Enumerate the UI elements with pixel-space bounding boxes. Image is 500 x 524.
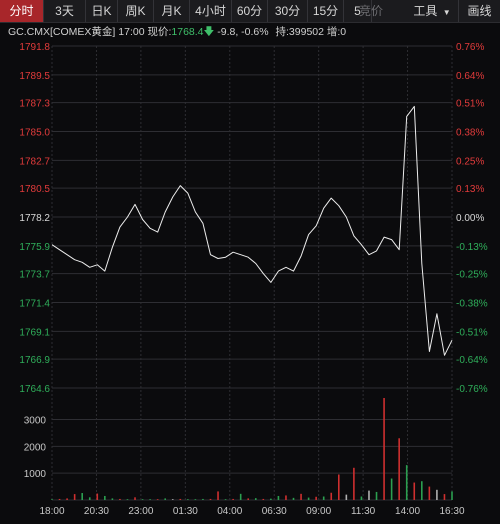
tab-15-min[interactable]: 15分 xyxy=(308,0,344,22)
price-tick-label: 1773.7 xyxy=(19,270,50,281)
price-tick-label: 1778.2 xyxy=(19,213,50,224)
symbol-name: GC.CMX[COMEX黄金] xyxy=(8,26,116,38)
tab-5-min[interactable]: 5 xyxy=(344,0,372,22)
percent-tick-label: 0.38% xyxy=(456,128,484,139)
tab-weekly-k[interactable]: 周K xyxy=(118,0,154,22)
percent-tick-label: -0.64% xyxy=(456,355,488,366)
price-tick-label: 1780.5 xyxy=(19,184,50,195)
tab-monthly-k[interactable]: 月K xyxy=(154,0,190,22)
percent-tick-label: -0.25% xyxy=(456,270,488,281)
tools-label: 工具 xyxy=(413,4,438,18)
time-tick-label: 14:00 xyxy=(395,506,420,517)
axis-labels: 1791.8 0.76% 1789.5 0.64% 1787.3 0.51% 1785.0 0… xyxy=(19,42,487,517)
percent-tick-label: -0.13% xyxy=(456,242,488,253)
tab-4-hours[interactable]: 4小时 xyxy=(190,0,232,22)
tools-button[interactable]: 工具 ▼ xyxy=(412,0,452,22)
open-interest-text: 持:399502 增:0 xyxy=(275,26,347,38)
time-tick-label: 06:30 xyxy=(262,506,287,517)
time-tick-label: 23:00 xyxy=(128,506,153,517)
price-tick-label: 1789.5 xyxy=(19,71,50,82)
percent-tick-label: 0.25% xyxy=(456,156,484,167)
time-tick-label: 16:30 xyxy=(439,506,464,517)
volume-tick-label: 2000 xyxy=(24,442,47,453)
price-line xyxy=(51,105,453,356)
time-tick-label: 09:00 xyxy=(306,506,331,517)
price-label: 现价: xyxy=(147,26,172,38)
tab-30-min[interactable]: 30分 xyxy=(268,0,308,22)
price-tick-label: 1791.8 xyxy=(19,42,50,53)
tab-intraday[interactable]: 分时 xyxy=(0,0,44,22)
price-tick-label: 1769.1 xyxy=(19,327,50,338)
price-tick-label: 1766.9 xyxy=(19,355,50,366)
tab-3-days[interactable]: 3天 xyxy=(44,0,86,22)
percent-tick-label: 0.64% xyxy=(456,71,484,82)
percent-tick-label: 0.76% xyxy=(456,42,484,53)
volume-bars xyxy=(51,398,453,500)
time-tick-label: 11:30 xyxy=(351,506,376,517)
price-line-layer xyxy=(51,105,453,356)
quote-info-bar: GC.CMX[COMEX黄金] 17:00 现价:1768.4🡇 -9.8, -… xyxy=(8,24,346,40)
tab-60-min[interactable]: 60分 xyxy=(232,0,268,22)
price-tick-label: 1782.7 xyxy=(19,156,50,167)
current-price: 1768.4 xyxy=(171,26,204,38)
percent-tick-label: 0.51% xyxy=(456,99,484,110)
percent-tick-label: -0.76% xyxy=(456,384,488,395)
percent-tick-label: -0.38% xyxy=(456,299,488,310)
price-tick-label: 1771.4 xyxy=(19,299,50,310)
volume-tick-label: 1000 xyxy=(24,469,47,480)
period-toolbar: 分时 3天 日K 周K 月K 4小时 60分 30分 15分 5 竞价 工具 ▼… xyxy=(0,0,500,23)
time-tick-label: 20:30 xyxy=(84,506,109,517)
percent-tick-label: 0.13% xyxy=(456,184,484,195)
percent-tick-label: 0.00% xyxy=(456,213,484,224)
time-tick-label: 04:00 xyxy=(217,506,242,517)
change-text: -9.8, -0.6% xyxy=(217,26,269,38)
time-tick-label: 01:30 xyxy=(173,506,198,517)
price-tick-label: 1764.6 xyxy=(19,384,50,395)
price-tick-label: 1787.3 xyxy=(19,99,50,110)
price-tick-label: 1785.0 xyxy=(19,128,50,139)
price-tick-label: 1775.9 xyxy=(19,242,50,253)
quote-time: 17:00 xyxy=(118,26,145,38)
chevron-down-icon: ▼ xyxy=(442,8,451,17)
percent-tick-label: -0.51% xyxy=(456,327,488,338)
arrow-down-icon: 🡇 xyxy=(203,26,215,38)
volume-tick-label: 3000 xyxy=(24,415,47,426)
grid xyxy=(51,45,453,501)
time-tick-label: 18:00 xyxy=(39,506,64,517)
tab-daily-k[interactable]: 日K xyxy=(86,0,118,22)
draw-line-button[interactable]: 画线 xyxy=(458,0,500,22)
auction-button[interactable]: 竞价 xyxy=(358,4,383,18)
